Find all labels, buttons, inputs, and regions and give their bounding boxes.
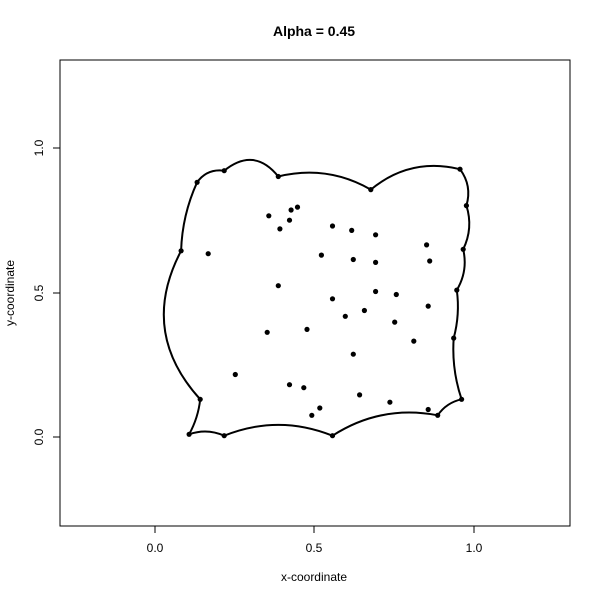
data-point-13 bbox=[329, 433, 336, 439]
y-tick-label-1: 0.5 bbox=[32, 284, 46, 301]
hull-arc-2 bbox=[278, 171, 372, 191]
data-point-39 bbox=[425, 303, 431, 309]
data-point-32 bbox=[275, 283, 281, 289]
data-point-23 bbox=[277, 226, 283, 232]
data-point-19 bbox=[266, 213, 272, 219]
data-point-47 bbox=[357, 392, 363, 398]
data-point-31 bbox=[427, 258, 433, 264]
data-point-2 bbox=[275, 173, 281, 180]
data-point-9 bbox=[459, 396, 465, 402]
hull-arc-1 bbox=[223, 158, 280, 178]
data-point-38 bbox=[392, 319, 398, 325]
data-points bbox=[178, 166, 469, 439]
hull-arc-4 bbox=[459, 168, 470, 206]
data-point-21 bbox=[294, 204, 301, 210]
data-point-25 bbox=[349, 227, 355, 233]
data-point-8 bbox=[451, 335, 457, 341]
data-point-5 bbox=[463, 203, 469, 209]
data-point-40 bbox=[411, 338, 417, 344]
data-point-28 bbox=[350, 256, 356, 263]
data-point-11 bbox=[425, 406, 431, 413]
hull-arc-6 bbox=[455, 249, 466, 291]
y-axis-label: y-coordinate bbox=[3, 260, 17, 326]
hull-arc-3 bbox=[370, 164, 461, 191]
hull-arc-12 bbox=[188, 430, 225, 437]
data-point-12 bbox=[387, 399, 393, 405]
hull-arc-15 bbox=[180, 181, 199, 251]
data-point-20 bbox=[288, 207, 294, 213]
data-point-1 bbox=[221, 168, 227, 174]
hull-arc-5 bbox=[462, 205, 471, 250]
data-point-49 bbox=[309, 412, 315, 418]
x-tick-label-0: 0.0 bbox=[147, 541, 164, 555]
data-point-36 bbox=[342, 313, 348, 319]
x-tick-label-1: 0.5 bbox=[306, 541, 323, 555]
data-point-46 bbox=[301, 385, 307, 391]
data-point-42 bbox=[304, 326, 310, 332]
data-point-24 bbox=[329, 223, 336, 229]
data-point-43 bbox=[350, 351, 356, 357]
data-point-6 bbox=[460, 246, 466, 252]
data-point-0 bbox=[194, 179, 200, 185]
data-point-3 bbox=[368, 187, 374, 193]
data-point-33 bbox=[329, 296, 336, 302]
y-tick-label-2: 1.0 bbox=[32, 139, 46, 156]
hull-arc-8 bbox=[452, 338, 463, 400]
data-point-44 bbox=[232, 371, 238, 378]
alpha-hull bbox=[162, 158, 471, 437]
hull-arc-14 bbox=[162, 250, 201, 400]
data-point-35 bbox=[393, 291, 399, 298]
data-point-34 bbox=[373, 288, 379, 295]
x-axis-label: x-coordinate bbox=[281, 570, 347, 584]
hull-arc-13 bbox=[188, 399, 202, 435]
y-axis: 0.0 0.5 1.0 y-coordinate bbox=[3, 139, 61, 445]
data-point-37 bbox=[361, 307, 367, 314]
hull-arc-0 bbox=[196, 169, 225, 183]
y-tick-label-0: 0.0 bbox=[32, 428, 46, 445]
hull-arc-11 bbox=[223, 423, 333, 437]
data-point-29 bbox=[373, 259, 379, 265]
hull-arc-9 bbox=[436, 398, 462, 416]
data-point-22 bbox=[286, 217, 293, 223]
hull-arc-10 bbox=[331, 411, 438, 437]
data-point-14 bbox=[221, 433, 227, 439]
x-axis: 0.0 0.5 1.0 x-coordinate bbox=[147, 525, 483, 584]
data-point-16 bbox=[197, 396, 203, 402]
data-point-4 bbox=[457, 166, 463, 172]
x-tick-label-2: 1.0 bbox=[466, 541, 483, 555]
data-point-45 bbox=[286, 382, 293, 388]
data-point-41 bbox=[264, 329, 270, 335]
data-point-48 bbox=[317, 405, 323, 411]
chart-title: Alpha = 0.45 bbox=[273, 23, 355, 39]
data-point-17 bbox=[178, 248, 184, 254]
hull-arc-7 bbox=[452, 289, 459, 339]
data-point-15 bbox=[186, 431, 192, 437]
data-point-27 bbox=[318, 252, 324, 258]
plot-frame bbox=[59, 59, 571, 527]
data-point-30 bbox=[424, 242, 430, 248]
data-point-18 bbox=[205, 251, 211, 257]
data-point-7 bbox=[454, 287, 460, 293]
data-point-10 bbox=[435, 412, 441, 418]
data-point-26 bbox=[373, 232, 379, 238]
